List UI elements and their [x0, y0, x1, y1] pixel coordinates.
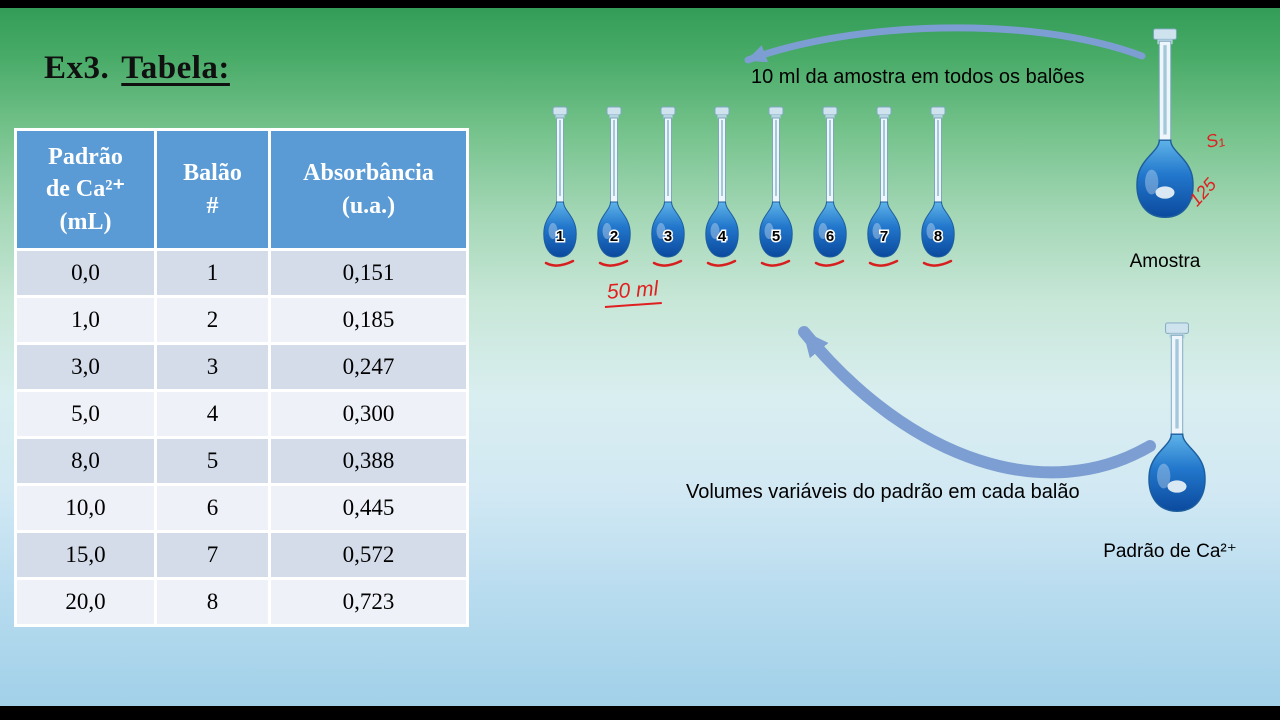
volumetric-flask-icon: 3	[651, 106, 685, 267]
sample-flask-icon	[1136, 28, 1194, 218]
table-cell: 5	[154, 436, 271, 487]
volumetric-flask-icon: 7	[867, 106, 901, 267]
table-cell: 2	[154, 295, 271, 346]
red-check-mark	[652, 259, 683, 267]
table-row: 15,0 7 0,572	[14, 530, 469, 581]
flask-row: 1 2 3	[540, 106, 958, 272]
flask-number: 2	[610, 228, 618, 245]
table-row: 1,0 2 0,185	[14, 295, 469, 346]
table-row: 5,0 4 0,300	[14, 389, 469, 440]
table-header-cell: Absorbância (u.a.)	[268, 127, 469, 252]
table-cell: 8	[154, 577, 271, 628]
standard-flask-label: Padrão de Ca²⁺	[1103, 541, 1237, 562]
table-cell: 0,151	[268, 248, 469, 299]
flask-volume-label-oval	[1167, 480, 1187, 493]
volumetric-flask-icon: 6	[813, 106, 847, 267]
title-prefix: Ex3.	[44, 50, 110, 86]
table-cell: 0,185	[268, 295, 469, 346]
volumetric-flask-icon: 1	[543, 106, 577, 267]
flask-number: 1	[556, 228, 564, 245]
letterbox-top	[0, 0, 1280, 8]
table-cell: 0,723	[268, 577, 469, 628]
red-check-mark	[868, 259, 899, 267]
table-cell: 20,0	[14, 577, 157, 628]
arrow-standard-to-flasks	[798, 326, 1156, 479]
handwriting-s1: S₁	[1203, 128, 1226, 152]
flask-number: 3	[664, 228, 672, 245]
red-check-mark	[598, 259, 629, 267]
table-row: 10,0 6 0,445	[14, 483, 469, 534]
annotation-sample-volume: 10 ml da amostra em todos os balões	[751, 66, 1085, 88]
table-cell: 0,247	[268, 342, 469, 393]
table-header-row: Padrão de Ca²⁺ (mL) Balão # Absorbância …	[14, 127, 469, 252]
table-cell: 4	[154, 389, 271, 440]
page-title: Ex3. Tabela:	[44, 50, 230, 87]
table-cell: 1	[154, 248, 271, 299]
volumetric-flask-icon: 2	[597, 106, 631, 267]
red-check-mark	[814, 259, 845, 267]
red-check-mark	[760, 259, 791, 267]
table-row: 20,0 8 0,723	[14, 577, 469, 628]
sample-flask-label: Amostra	[1129, 251, 1201, 272]
table-cell: 6	[154, 483, 271, 534]
arrow-sample-to-flasks	[744, 24, 1146, 64]
table-header-cell: Padrão de Ca²⁺ (mL)	[14, 127, 157, 252]
flask-bulb	[543, 201, 577, 258]
annotation-standard-volume: Volumes variáveis do padrão em cada balã…	[686, 481, 1080, 503]
table-cell: 0,0	[14, 248, 157, 299]
flask-volume-label-oval	[1155, 186, 1175, 199]
volumetric-flask-icon: 8	[921, 106, 955, 267]
table-cell: 10,0	[14, 483, 157, 534]
table-cell: 3	[154, 342, 271, 393]
table-cell: 5,0	[14, 389, 157, 440]
red-check-mark	[706, 259, 737, 267]
table-cell: 0,572	[268, 530, 469, 581]
table-cell: 1,0	[14, 295, 157, 346]
handwriting-50ml: 50 ml	[603, 277, 663, 308]
standard-flask-icon	[1148, 322, 1206, 512]
flask-number: 4	[718, 228, 727, 245]
letterbox-bottom	[0, 706, 1280, 720]
volumetric-flask-icon: 4	[705, 106, 739, 267]
table-cell: 15,0	[14, 530, 157, 581]
table-cell: 0,445	[268, 483, 469, 534]
table-cell: 7	[154, 530, 271, 581]
flask-number: 6	[826, 228, 834, 245]
table-row: 0,0 1 0,151	[14, 248, 469, 299]
flask-number: 5	[772, 228, 780, 245]
red-check-mark	[922, 259, 953, 267]
table-header-cell: Balão #	[154, 127, 271, 252]
table-cell: 3,0	[14, 342, 157, 393]
red-check-mark	[544, 259, 575, 267]
table-row: 8,0 5 0,388	[14, 436, 469, 487]
flask-stopper-icon	[552, 106, 568, 116]
volumetric-flask-icon: 5	[759, 106, 793, 267]
table-cell: 0,388	[268, 436, 469, 487]
table-cell: 8,0	[14, 436, 157, 487]
calibration-table: Padrão de Ca²⁺ (mL) Balão # Absorbância …	[14, 127, 469, 628]
table-cell: 0,300	[268, 389, 469, 440]
flask-number: 7	[880, 228, 888, 245]
table-row: 3,0 3 0,247	[14, 342, 469, 393]
flask-number: 8	[934, 228, 942, 245]
title-underlined: Tabela:	[121, 50, 230, 86]
